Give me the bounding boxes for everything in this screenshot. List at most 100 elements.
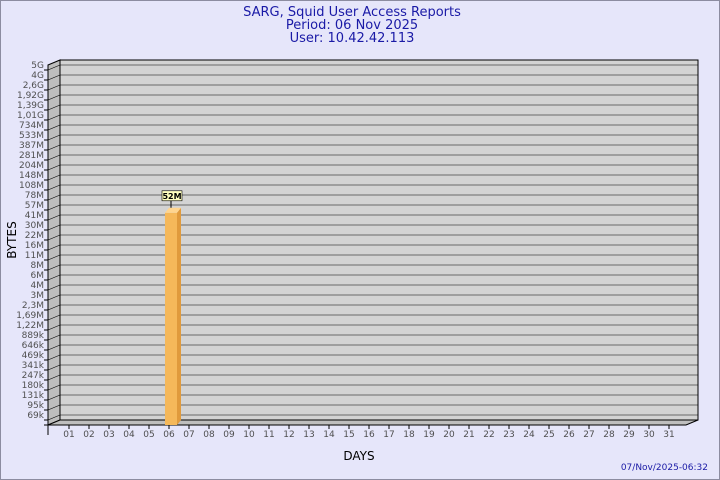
wall-gridline [47,284,61,291]
x-tick-label: 28 [603,430,615,440]
chart-period: Period: 06 Nov 2025 [286,18,418,33]
x-tick-label: 09 [223,430,235,440]
wall-gridline [47,364,61,371]
x-tick-label: 08 [203,430,215,440]
x-tick-label: 02 [83,430,94,440]
x-tick-label: 17 [383,430,394,440]
y-tick-label: 69k [27,411,44,421]
y-tick-label: 30M [25,221,44,231]
footer-timestamp: 07/Nov/2025-06:32 [621,463,708,473]
x-tick-label: 21 [463,430,474,440]
wall-gridline [47,254,61,261]
y-tick-label: 889k [22,331,45,341]
wall-gridline [47,324,61,331]
wall-gridline [47,394,61,401]
y-tick-label: 1,22M [16,321,44,331]
y-tick-label: 387M [19,141,44,151]
x-tick-label: 11 [263,430,274,440]
wall-gridline [47,414,61,421]
x-tick-label: 10 [243,430,255,440]
wall-gridline [47,164,61,171]
x-axis-label: DAYS [343,449,374,463]
wall-gridline [47,274,61,281]
x-tick-label: 12 [283,430,294,440]
y-tick-label: 5G [31,61,44,71]
x-tick-label: 03 [103,430,114,440]
y-tick-label: 341k [22,361,45,371]
y-tick-label: 533M [19,131,44,141]
y-tick-label: 2,3M [22,301,44,311]
chart-user: User: 10.42.42.113 [290,31,415,46]
x-tick-label: 01 [63,430,74,440]
wall-gridline [47,194,61,201]
y-tick-label: 78M [25,191,44,201]
wall-gridline [47,154,61,161]
x-tick-label: 18 [403,430,415,440]
wall-gridline [47,204,61,211]
y-tick-label: 469k [22,351,45,361]
bar-front [165,212,177,425]
wall-gridline [47,114,61,121]
x-tick-label: 07 [183,430,194,440]
y-tick-label: 8M [31,261,45,271]
y-tick-label: 4G [31,71,44,81]
x-tick-label: 24 [523,430,535,440]
wall-gridline [47,144,61,151]
wall-gridline [47,174,61,181]
y-tick-label: 1,01G [17,111,44,121]
wall-gridline [47,224,61,231]
x-tick-label: 05 [143,430,154,440]
y-tick-label: 148M [19,171,44,181]
y-tick-label: 180k [22,381,45,391]
x-tick-label: 06 [163,430,175,440]
chart-title: SARG, Squid User Access Reports [243,5,461,20]
x-tick-label: 25 [543,430,554,440]
x-tick-label: 19 [423,430,435,440]
y-tick-label: 41M [25,211,44,221]
wall-gridline [47,314,61,321]
plot-background [59,59,699,421]
plot-floor [47,419,699,426]
x-tick-label: 14 [323,430,335,440]
wall-gridline [47,134,61,141]
x-tick-label: 26 [563,430,575,440]
wall-gridline [47,344,61,351]
wall-gridline [47,84,61,91]
x-tick-label: 20 [443,430,455,440]
wall-gridline [47,104,61,111]
x-tick-label: 04 [123,430,135,440]
x-tick-label: 30 [643,430,655,440]
y-tick-label: 646k [22,341,45,351]
y-tick-label: 11M [25,251,44,261]
bar-top [165,207,181,213]
y-tick-label: 1,69M [16,311,44,321]
x-tick-label: 27 [583,430,594,440]
y-tick-label: 108M [19,181,44,191]
y-tick-label: 1,39G [17,101,44,111]
wall-gridline [47,124,61,131]
x-tick-label: 29 [623,430,635,440]
y-tick-label: 734M [19,121,44,131]
y-tick-label: 6M [31,271,45,281]
y-axis-label: BYTES [5,221,19,258]
y-tick-label: 95k [27,401,44,411]
y-tick-label: 281M [19,151,44,161]
wall-gridline [47,354,61,361]
y-tick-label: 1,92G [17,91,44,101]
wall-gridline [47,214,61,221]
y-tick-label: 4M [31,281,45,291]
y-tick-label: 204M [19,161,44,171]
y-tick-label: 2,6G [23,81,44,91]
plot-left-wall [47,59,61,426]
wall-gridline [47,404,61,411]
y-tick-label: 57M [25,201,44,211]
x-tick-label: 23 [503,430,514,440]
wall-gridline [47,64,61,71]
bar-side [177,207,181,425]
x-tick-label: 31 [663,430,674,440]
wall-gridline [47,234,61,241]
x-tick-label: 13 [303,430,314,440]
data-label-box [161,190,183,202]
y-tick-label: 247k [22,371,45,381]
x-tick-label: 22 [483,430,494,440]
